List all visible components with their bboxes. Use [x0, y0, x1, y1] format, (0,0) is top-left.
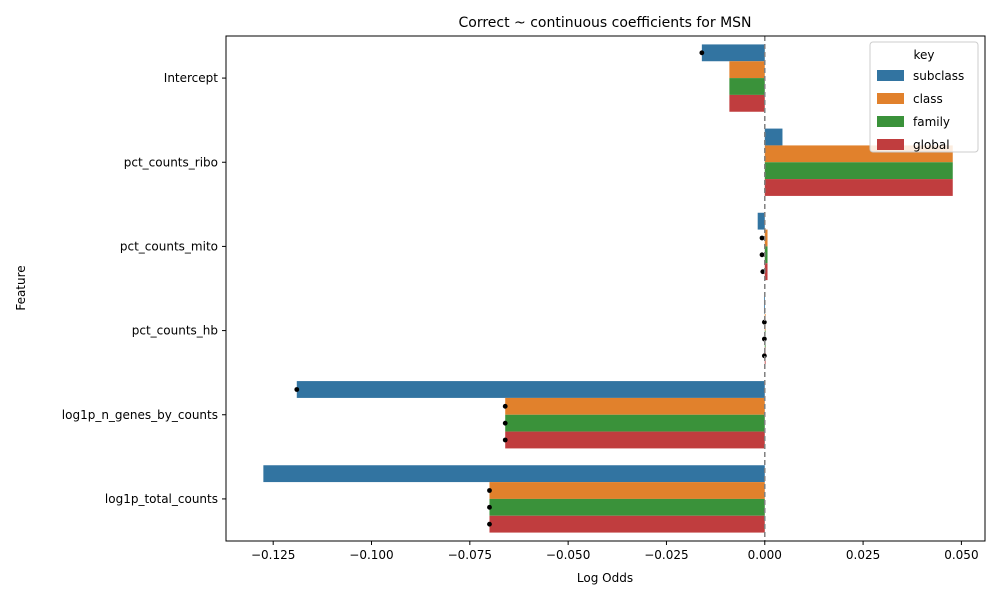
y-tick-label: log1p_total_counts	[105, 492, 218, 506]
bar-class-2	[764, 229, 768, 247]
legend-swatch-class	[877, 93, 904, 104]
legend-label-global: global	[913, 138, 950, 152]
error-point-5-2	[487, 504, 492, 510]
bar-global-0	[729, 94, 765, 112]
legend-label-family: family	[913, 115, 950, 129]
x-tick-label: 0.000	[748, 548, 782, 562]
x-tick-label: −0.125	[251, 548, 295, 562]
y-tick-label: pct_counts_mito	[120, 239, 218, 253]
legend-swatch-subclass	[877, 70, 904, 81]
x-tick-label: 0.025	[846, 548, 880, 562]
bar-global-4	[505, 431, 765, 449]
error-point-3-3	[761, 353, 767, 359]
bar-subclass-1	[764, 128, 783, 146]
bar-family-4	[505, 414, 765, 432]
bar-subclass-4	[296, 381, 765, 398]
x-tick-label: −0.075	[448, 548, 492, 562]
bar-family-5	[489, 498, 765, 516]
bar-subclass-2	[757, 212, 765, 230]
legend-label-subclass: subclass	[913, 69, 964, 83]
bar-subclass-3	[763, 296, 765, 314]
x-axis-label: Log Odds	[577, 571, 633, 585]
y-tick-label: log1p_n_genes_by_counts	[62, 408, 218, 422]
x-tick-label: −0.025	[644, 548, 688, 562]
y-tick-label: pct_counts_hb	[132, 324, 218, 338]
error-point-2-2	[759, 252, 765, 258]
bar-global-1	[764, 179, 953, 196]
bar-subclass-0	[701, 44, 765, 62]
chart-title: Correct ~ continuous coefficients for MS…	[458, 15, 751, 31]
plot-area: −0.125 −0.100 −0.075 −0.050 −0.025 0.000 0.025…	[62, 35, 986, 562]
error-point-5-1	[487, 488, 492, 493]
x-tick-label: −0.100	[349, 548, 393, 562]
error-point-2-3	[760, 269, 766, 275]
x-tick-label: 0.050	[944, 548, 978, 562]
error-point-4-0	[294, 387, 300, 392]
error-point-0-0	[699, 50, 705, 56]
bar-global-2	[764, 263, 768, 281]
legend-swatch-global	[877, 139, 904, 150]
error-point-4-1	[502, 403, 508, 409]
legend: key subclass class family global	[869, 41, 979, 153]
bar-subclass-5	[263, 465, 765, 483]
bar-family-1	[764, 162, 953, 180]
y-tick-label: Intercept	[164, 71, 219, 85]
bar-family-0	[729, 78, 765, 95]
x-tick-label: −0.050	[546, 548, 590, 562]
error-point-4-2	[502, 420, 508, 426]
error-point-2-1	[759, 235, 765, 241]
legend-label-class: class	[913, 92, 943, 106]
bar-global-5	[489, 515, 765, 533]
bar-class-5	[489, 482, 765, 499]
legend-swatch-family	[877, 116, 904, 127]
plot-frame	[225, 35, 986, 542]
error-point-3-1	[761, 319, 767, 325]
error-point-3-2	[761, 336, 767, 342]
y-tick-label: pct_counts_ribo	[124, 155, 218, 169]
bar-class-4	[505, 397, 765, 415]
bar-family-2	[764, 246, 768, 264]
legend-title: key	[913, 48, 934, 62]
error-point-4-3	[502, 437, 508, 443]
bar-class-0	[729, 61, 765, 79]
error-point-5-3	[487, 521, 492, 527]
y-axis-label: Feature	[14, 265, 28, 310]
